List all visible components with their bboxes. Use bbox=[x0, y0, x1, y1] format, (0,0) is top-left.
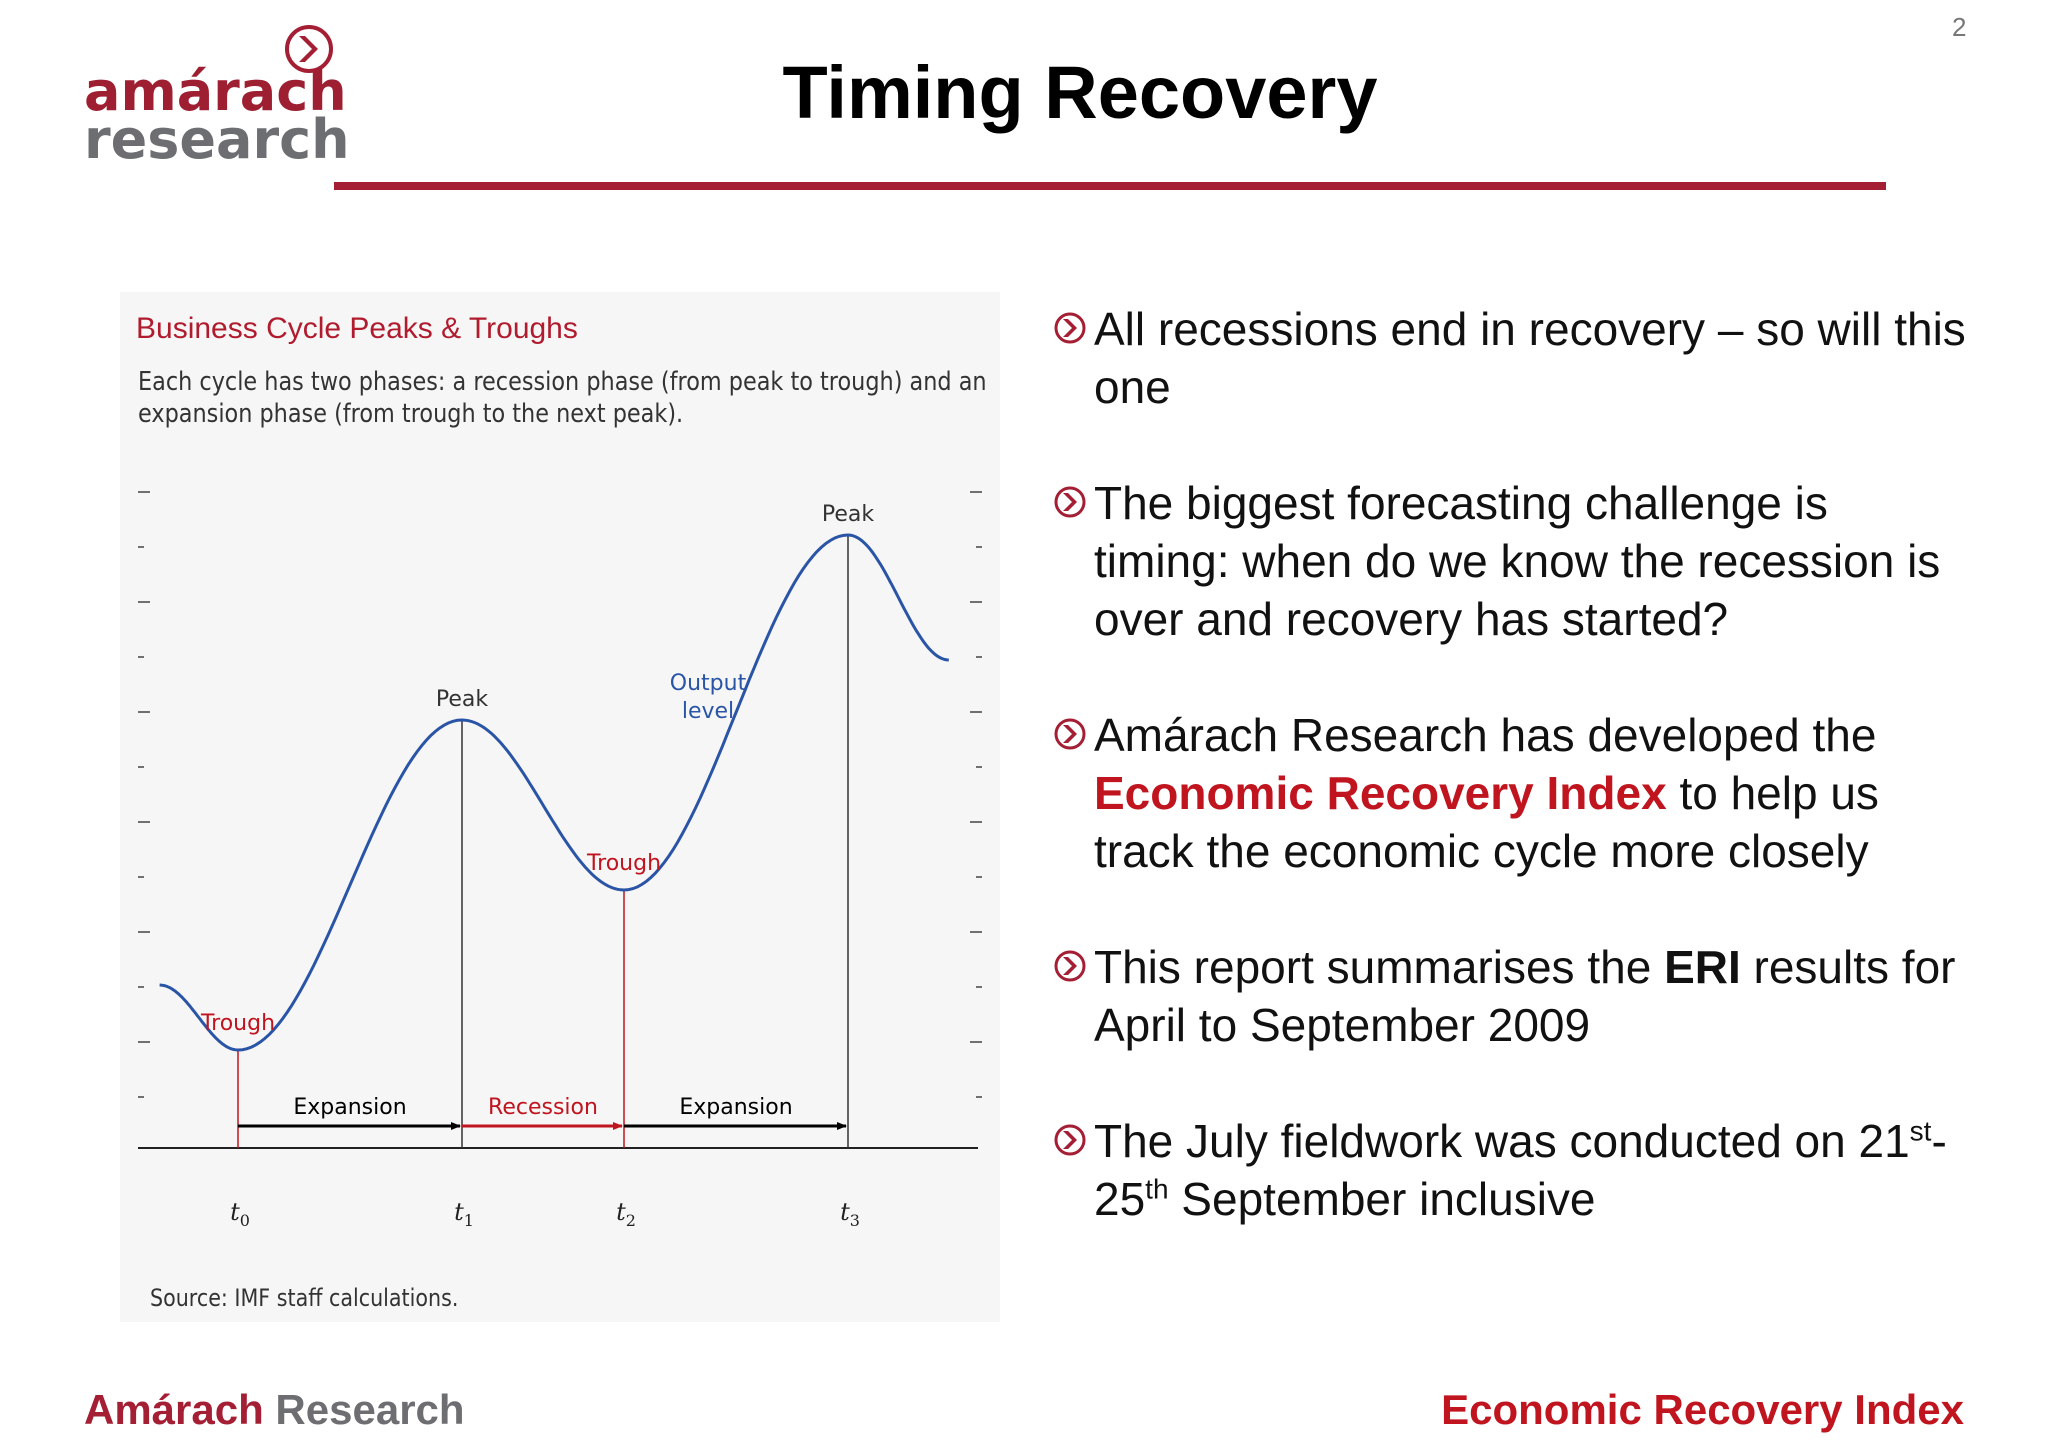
chevron-bullet-icon bbox=[1054, 486, 1086, 518]
series-label: Output level bbox=[670, 671, 747, 724]
chevron-bullet-icon bbox=[1054, 950, 1086, 982]
eri-bold: ERI bbox=[1664, 941, 1741, 993]
bullet-text-mid: -25 bbox=[1094, 1115, 1947, 1225]
bullet-list: All recessions end in recovery – so will… bbox=[1054, 300, 1974, 1286]
superscript-st: st bbox=[1909, 1115, 1932, 1147]
trough-label: Trough bbox=[586, 851, 661, 876]
bullet-item: Amárach Research has developed the Econo… bbox=[1054, 706, 1974, 880]
x-tick-label: t0 bbox=[230, 1198, 250, 1230]
eri-highlight: Economic Recovery Index bbox=[1094, 767, 1667, 819]
footer-brand-amarach: Amárach bbox=[84, 1386, 264, 1433]
superscript-th: th bbox=[1145, 1173, 1169, 1205]
chevron-bullet-icon bbox=[1054, 312, 1086, 344]
bullet-text-pre: This report summarises the bbox=[1094, 941, 1665, 993]
bullet-text-post: to help us track the economic cycle more… bbox=[1094, 767, 1879, 877]
trough-label: Trough bbox=[200, 1011, 275, 1036]
bullet-item: The July fieldwork was conducted on 21st… bbox=[1054, 1112, 1974, 1228]
x-tick-label: t2 bbox=[616, 1198, 636, 1230]
logo-chevron-icon bbox=[285, 25, 333, 73]
title-divider bbox=[334, 182, 1886, 190]
bullet-text-post: results for April to September 2009 bbox=[1094, 941, 1956, 1051]
x-tick-label: t3 bbox=[840, 1198, 860, 1230]
chevron-bullet-icon bbox=[1054, 718, 1086, 750]
phase-label: Expansion bbox=[679, 1095, 792, 1120]
footer-brand: Amárach Research bbox=[84, 1386, 465, 1434]
chart-subtitle: Each cycle has two phases: a recession p… bbox=[138, 366, 987, 430]
bullet-text-post: September inclusive bbox=[1168, 1173, 1596, 1225]
footer-brand-research: Research bbox=[263, 1386, 465, 1433]
business-cycle-chart: Expansion Recession Expansion Trough Peak Tro… bbox=[138, 491, 982, 1230]
chart-subtitle-line1: Each cycle has two phases: a recession p… bbox=[138, 367, 987, 397]
bullet-text: The biggest forecasting challenge is tim… bbox=[1094, 477, 1941, 645]
bullet-item: This report summarises the ERI results f… bbox=[1054, 938, 1974, 1054]
page-title: Timing Recovery bbox=[782, 51, 1378, 134]
bullet-text: All recessions end in recovery – so will… bbox=[1094, 303, 1966, 413]
logo-wordmark-research: research bbox=[84, 108, 350, 171]
footer-report-name: Economic Recovery Index bbox=[1441, 1386, 1964, 1433]
phase-label: Expansion bbox=[293, 1095, 406, 1120]
bullet-text-pre: The July fieldwork was conducted on 21 bbox=[1094, 1115, 1910, 1167]
chevron-bullet-icon bbox=[1054, 1124, 1086, 1156]
peak-label: Peak bbox=[822, 502, 874, 527]
chart-title: Business Cycle Peaks & Troughs bbox=[136, 312, 578, 345]
phase-label: Recession bbox=[488, 1095, 598, 1120]
bullet-text-pre: Amárach Research has developed the bbox=[1094, 709, 1877, 761]
x-tick-label: t1 bbox=[454, 1198, 474, 1230]
peak-label: Peak bbox=[436, 687, 488, 712]
chart-source: Source: IMF staff calculations. bbox=[150, 1284, 459, 1312]
bullet-item: All recessions end in recovery – so will… bbox=[1054, 300, 1974, 416]
chart-subtitle-line2: expansion phase (from trough to the next… bbox=[138, 399, 684, 429]
bullet-item: The biggest forecasting challenge is tim… bbox=[1054, 474, 1974, 648]
chart-panel bbox=[120, 292, 1000, 1322]
page-number: 2 bbox=[1952, 12, 1967, 42]
output-level-line bbox=[159, 533, 949, 1052]
